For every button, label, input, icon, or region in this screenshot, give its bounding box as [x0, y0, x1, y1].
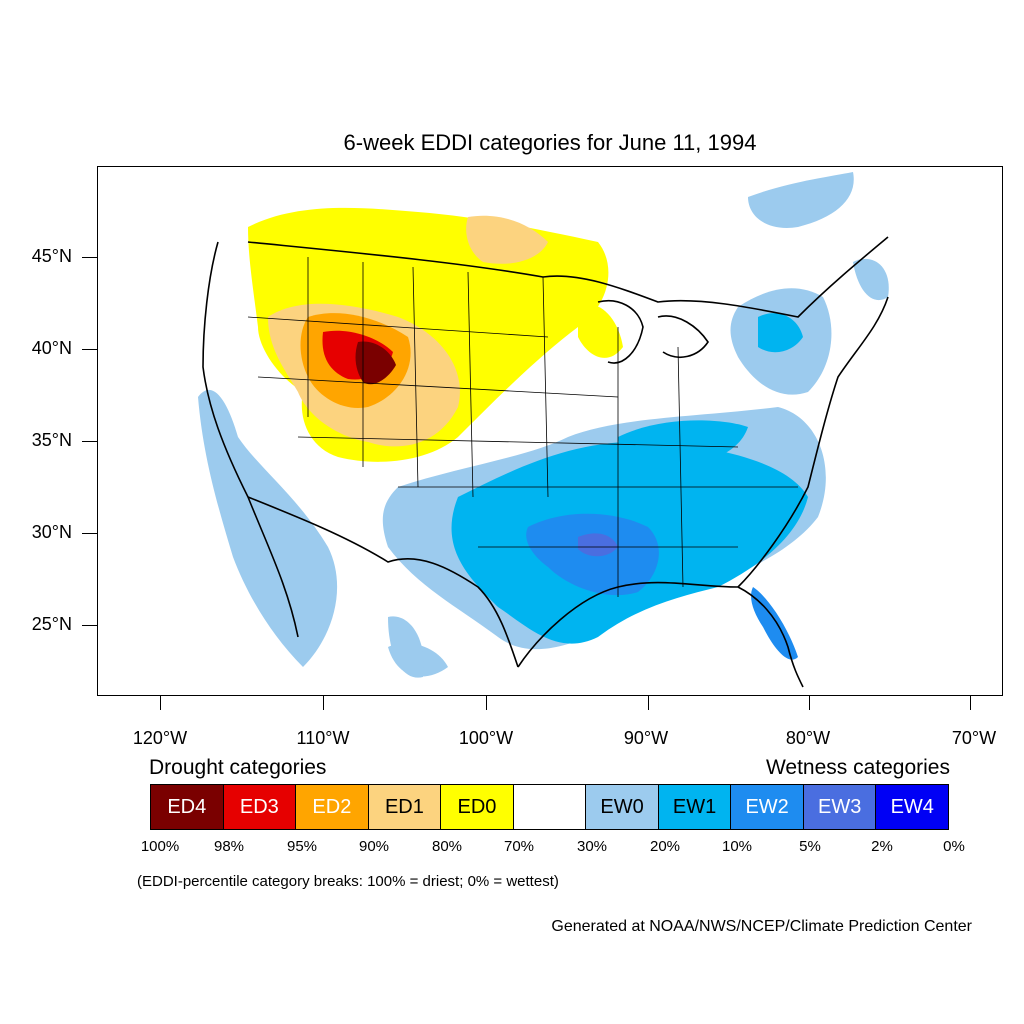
lon-tick-90 — [648, 696, 649, 710]
lat-label-35: 35°N — [31, 430, 72, 450]
border-mexico — [247, 496, 519, 668]
pct-break: 100% — [140, 838, 180, 855]
pct-break: 30% — [576, 838, 608, 855]
ed0-upper-michigan — [578, 304, 623, 358]
pct-break: 95% — [286, 838, 318, 855]
map-title: 6-week EDDI categories for June 11, 1994 — [343, 130, 757, 155]
legend-box-neutral — [513, 785, 587, 829]
lon-tick-120 — [160, 696, 161, 710]
legend-box-ed3: ED3 — [223, 785, 297, 829]
lon-tick-70 — [970, 696, 971, 710]
pct-break: 2% — [871, 838, 893, 855]
eddi-map — [198, 172, 889, 688]
lon-tick-100 — [486, 696, 487, 710]
border-canada — [247, 236, 889, 318]
lat-tick-35 — [82, 441, 97, 442]
legend-box-ew2: EW2 — [731, 785, 804, 829]
lat-label-40: 40°N — [31, 338, 72, 358]
lat-label-25: 25°N — [31, 614, 72, 634]
pct-break: 10% — [721, 838, 753, 855]
legend-box-ew3: EW3 — [803, 785, 877, 829]
pct-break: 20% — [649, 838, 681, 855]
lon-tick-110 — [323, 696, 324, 710]
coastline-gulf — [517, 581, 804, 688]
dry-regions — [248, 207, 623, 462]
lon-label-120: 120°W — [132, 728, 188, 748]
legend-box-ew1: EW1 — [658, 785, 732, 829]
lon-label-90: 90°W — [623, 728, 669, 748]
ew3-louisiana — [578, 533, 618, 557]
lon-label-70: 70°W — [951, 728, 997, 748]
category-colorbar: ED4 ED3 ED2 ED1 ED0 EW0 EW1 EW2 EW3 EW4 — [150, 784, 949, 830]
great-lakes — [597, 300, 709, 364]
lat-tick-40 — [82, 349, 97, 350]
category-breaks-note: (EDDI-percentile category breaks: 100% =… — [137, 873, 559, 890]
legend-box-ew4: EW4 — [876, 785, 949, 829]
lon-label-100: 100°W — [458, 728, 514, 748]
pct-break: 80% — [431, 838, 463, 855]
pct-break: 90% — [358, 838, 390, 855]
legend-box-ed0: ED0 — [441, 785, 514, 829]
ed1-dakotas — [466, 215, 548, 264]
lat-tick-25 — [82, 625, 97, 626]
wetness-categories-heading: Wetness categories — [765, 756, 950, 779]
drought-categories-heading: Drought categories — [149, 756, 327, 779]
legend-box-ew0: EW0 — [586, 785, 659, 829]
ew0-southwest-coast — [198, 389, 338, 667]
legend-box-ed2: ED2 — [296, 785, 369, 829]
lat-tick-45 — [82, 257, 97, 258]
credit-line: Generated at NOAA/NWS/NCEP/Climate Predi… — [551, 918, 972, 935]
ew0-canada-east — [748, 172, 854, 228]
lon-label-110: 110°W — [296, 728, 350, 748]
ew1-new-york — [758, 313, 803, 353]
lat-tick-30 — [82, 533, 97, 534]
legend-box-ed4: ED4 — [151, 785, 224, 829]
ew0-mexico — [388, 616, 424, 678]
pct-break: 0% — [943, 838, 965, 855]
pct-break: 5% — [799, 838, 821, 855]
ew0-maine — [853, 258, 889, 301]
lat-label-45: 45°N — [31, 246, 72, 266]
pct-break: 70% — [503, 838, 535, 855]
lat-label-30: 30°N — [31, 522, 72, 542]
coastline-east — [737, 296, 889, 588]
ed4-wyoming-core — [355, 341, 396, 385]
ew2-florida — [751, 587, 798, 660]
lon-tick-80 — [809, 696, 810, 710]
ew1-tennessee-valley — [618, 420, 748, 467]
boundaries — [202, 236, 889, 688]
lon-label-80: 80°W — [785, 728, 831, 748]
pct-break: 98% — [213, 838, 245, 855]
coastline-west — [202, 241, 299, 638]
state-lines — [247, 257, 798, 597]
legend-box-ed1: ED1 — [368, 785, 442, 829]
map-panel — [97, 166, 1003, 696]
